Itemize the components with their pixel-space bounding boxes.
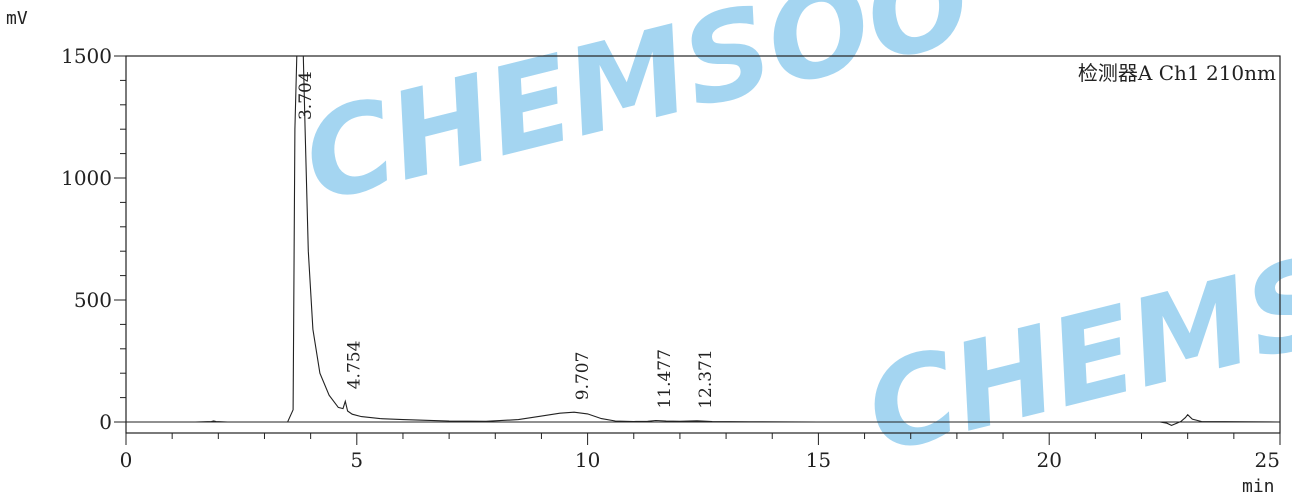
peak-label: 9.707 — [573, 352, 593, 401]
detector-label: 检测器A Ch1 210nm — [1078, 61, 1276, 85]
chromatogram-trace — [126, 55, 1281, 427]
y-axis: 0 500 1000 1500 — [61, 44, 126, 434]
plot-area — [125, 55, 1281, 434]
y-axis-unit: mV — [6, 8, 28, 29]
x-tick-label: 25 — [1255, 448, 1280, 472]
y-tick-label: 0 — [99, 410, 112, 434]
x-tick-label: 0 — [120, 448, 133, 472]
x-tick-label: 15 — [806, 448, 831, 472]
x-axis: 0 5 10 15 20 25 — [120, 433, 1281, 472]
watermark-text: CHEMSOO — [291, 0, 985, 230]
x-tick-label: 10 — [575, 448, 600, 472]
peak-label: 11.477 — [655, 349, 675, 408]
y-tick-label: 1500 — [61, 44, 112, 68]
watermark-text: CHEMSOO — [854, 181, 1292, 480]
peak-label: 12.371 — [696, 349, 716, 408]
peak-label: 3.704 — [296, 71, 316, 120]
peak-label: 4.754 — [344, 341, 364, 390]
peak-labels: 3.704 4.754 9.707 11.477 12.371 — [296, 71, 716, 408]
y-tick-label: 1000 — [61, 166, 112, 190]
x-axis-unit: min — [1242, 476, 1275, 497]
x-tick-label: 5 — [350, 448, 363, 472]
y-tick-label: 500 — [74, 288, 112, 312]
x-tick-label: 20 — [1036, 448, 1061, 472]
